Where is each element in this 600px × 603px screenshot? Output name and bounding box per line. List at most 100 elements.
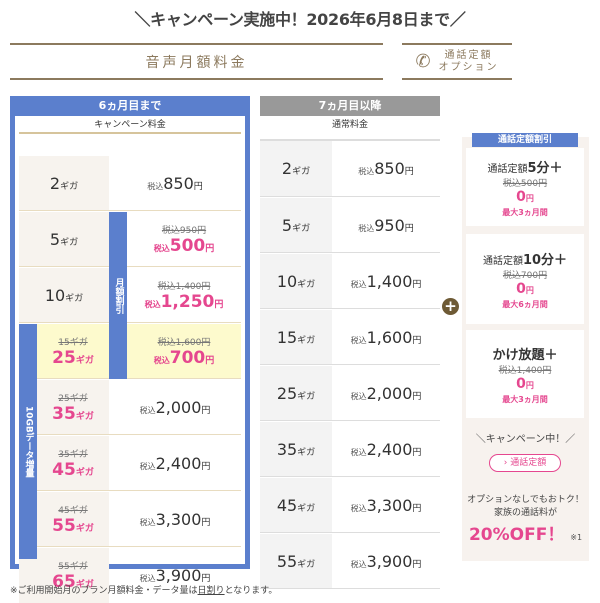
campaign-price-table: 6ヵ月目まで キャンペーン料金 2ギガ 税込850円 5ギガ 税込950円 税込… bbox=[10, 96, 250, 603]
normal-row: 55ギガ 税込3,900円 bbox=[260, 534, 440, 589]
plus-icon: + bbox=[442, 298, 459, 315]
footnote-text-end: となります。 bbox=[224, 586, 278, 596]
normal-row: 10ギガ 税込1,400円 bbox=[260, 254, 440, 309]
yen-unit: 円 bbox=[412, 391, 422, 402]
campaign-row-highlight: 15ギガ 25ギガ 税込1,600円 税込700円 bbox=[19, 324, 241, 379]
discount-price: 700 bbox=[169, 347, 206, 368]
zero-price: 0 bbox=[516, 375, 526, 392]
giga-value: 2 bbox=[49, 173, 61, 193]
voice-monthly-fee-heading: 音声月額料金 bbox=[10, 43, 383, 80]
promo-discount: 20%OFF！ ※1 bbox=[462, 520, 589, 545]
tax-label: 税込 bbox=[350, 447, 367, 457]
giga-unit: ギガ bbox=[297, 559, 316, 570]
giga-unit: ギガ bbox=[297, 279, 316, 290]
campaign-row: 5ギガ 税込950円 税込500円 bbox=[19, 212, 241, 267]
option-title-2: オプション bbox=[438, 61, 499, 73]
monthly-discount-band: 月額割引 bbox=[109, 212, 127, 379]
normal-row: 5ギガ 税込950円 bbox=[260, 198, 440, 253]
footnote-text: ※ご利用開始月のプラン月額料金・データ量は bbox=[10, 586, 198, 596]
giga-unit: ギガ bbox=[75, 580, 94, 590]
old-giga: 45ギガ bbox=[58, 505, 88, 516]
campaign-row: 55ギガ 65ギガ 税込3,900円 bbox=[19, 548, 241, 603]
tax-label: 税込 bbox=[147, 181, 164, 191]
campaign-header: 6ヵ月目まで bbox=[98, 99, 162, 112]
normal-price-table: 7ヵ月目以降 通常料金 2ギガ 税込850円 5ギガ 税込950円 10ギガ 税込1,… bbox=[260, 96, 440, 589]
yen-unit: 円 bbox=[404, 223, 414, 234]
phone-icon: ✆ bbox=[415, 51, 433, 72]
giga-value: 10 bbox=[276, 271, 298, 291]
tax-label: 税込 bbox=[350, 279, 367, 289]
price-value: 3,300 bbox=[366, 495, 413, 515]
price-value: 1,600 bbox=[366, 327, 413, 347]
option-card-10min: 通話定額10分＋ 税込700円 0円 最大6ヵ月間 bbox=[466, 234, 584, 324]
giga-unit: ギガ bbox=[297, 503, 316, 514]
campaign-banner: ＼キャンペーン実施中！2026年6月8日まで／ bbox=[134, 10, 466, 29]
option-card-unlimited: かけ放題＋ 税込1,400円 0円 最大3ヵ月間 bbox=[466, 330, 584, 418]
tax-label: 税込 bbox=[358, 223, 375, 233]
campaign-row: 35ギガ 45ギガ 税込2,400円 bbox=[19, 436, 241, 491]
giga-unit: ギガ bbox=[75, 467, 94, 478]
tax-label: 税込 bbox=[350, 335, 367, 345]
daily-proration-link[interactable]: 日割り bbox=[197, 586, 225, 596]
price-value: 3,900 bbox=[155, 566, 202, 585]
tax-label: 税込 bbox=[350, 559, 367, 569]
campaign-row: 10ギガ 税込1,400円 税込1,250円 bbox=[19, 268, 241, 323]
price-value: 850 bbox=[163, 173, 194, 193]
giga-unit: ギガ bbox=[297, 447, 316, 458]
card-title: 5分＋ bbox=[527, 160, 563, 176]
giga-unit: ギガ bbox=[297, 391, 316, 402]
tax-label: 税込 bbox=[139, 461, 156, 471]
price-value: 2,400 bbox=[155, 453, 202, 473]
promo-line-2: 家族の通話料が bbox=[493, 508, 557, 518]
giga-unit: ギガ bbox=[75, 523, 94, 534]
giga-value: 45 bbox=[52, 459, 76, 480]
data-increase-band: 10GBデータ増量 bbox=[19, 324, 37, 559]
discount-price: 500 bbox=[169, 235, 206, 256]
campaign-now-label: ＼キャンペーン中！／ bbox=[475, 434, 576, 445]
yen-unit: 円 bbox=[525, 193, 534, 203]
yen-unit: 円 bbox=[214, 299, 224, 310]
monthly-discount-label: 月額割引 bbox=[113, 277, 124, 314]
normal-row: 15ギガ 税込1,600円 bbox=[260, 310, 440, 365]
yen-unit: 円 bbox=[412, 503, 422, 514]
normal-subheader: 通常料金 bbox=[260, 116, 440, 141]
yen-unit: 円 bbox=[525, 380, 534, 390]
tax-label: 税込 bbox=[144, 299, 161, 309]
giga-value: 10 bbox=[44, 285, 66, 305]
normal-row: 25ギガ 税込2,000円 bbox=[260, 366, 440, 421]
giga-value: 5 bbox=[49, 229, 61, 249]
giga-value: 25 bbox=[276, 383, 298, 403]
yen-unit: 円 bbox=[412, 559, 422, 570]
yen-unit: 円 bbox=[525, 285, 534, 295]
campaign-row: 2ギガ 税込850円 bbox=[19, 156, 241, 211]
giga-value: 65 bbox=[52, 572, 76, 592]
tax-label: 税込 bbox=[139, 405, 156, 415]
card-prefix: 通話定額 bbox=[482, 255, 523, 267]
price-value: 3,900 bbox=[366, 551, 413, 571]
normal-row: 2ギガ 税込850円 bbox=[260, 141, 440, 197]
old-giga: 15ギガ bbox=[58, 337, 88, 348]
yen-unit: 円 bbox=[412, 279, 422, 290]
yen-unit: 円 bbox=[193, 181, 203, 192]
normal-header: 7ヵ月目以降 bbox=[260, 96, 440, 116]
tax-label: 税込 bbox=[139, 574, 156, 583]
call-plan-link-button[interactable]: › 通話定額 bbox=[489, 454, 561, 472]
price-value: 2,400 bbox=[366, 439, 413, 459]
voice-title: 音声月額料金 bbox=[145, 54, 248, 71]
card-title: かけ放題＋ bbox=[492, 347, 558, 363]
option-card-5min: 通話定額5分＋ 税込500円 0円 最大3ヵ月間 bbox=[466, 148, 584, 226]
campaign-subheader: キャンペーン料金 bbox=[19, 116, 241, 134]
yen-unit: 円 bbox=[404, 167, 414, 177]
giga-value: 15 bbox=[276, 327, 298, 347]
price-value: 850 bbox=[374, 159, 405, 178]
tax-label: 税込 bbox=[153, 243, 170, 253]
giga-value: 45 bbox=[276, 495, 298, 515]
call-discount-tag: 通話定額割引 bbox=[472, 133, 578, 147]
tax-label: 税込 bbox=[139, 517, 156, 527]
giga-value: 55 bbox=[276, 551, 298, 571]
tax-label: 税込 bbox=[358, 167, 375, 176]
yen-unit: 円 bbox=[201, 574, 211, 584]
card-prefix: 通話定額 bbox=[487, 163, 528, 175]
period-limit: 最大6ヵ月間 bbox=[502, 299, 548, 309]
call-option-heading: ✆ 通話定額 オプション bbox=[402, 43, 512, 80]
